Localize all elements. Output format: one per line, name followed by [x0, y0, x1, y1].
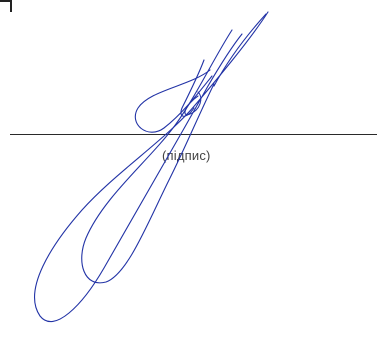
corner-crop-mark: [0, 0, 12, 12]
signature-caption: (підпис): [162, 148, 211, 163]
signature-line: [10, 134, 377, 135]
